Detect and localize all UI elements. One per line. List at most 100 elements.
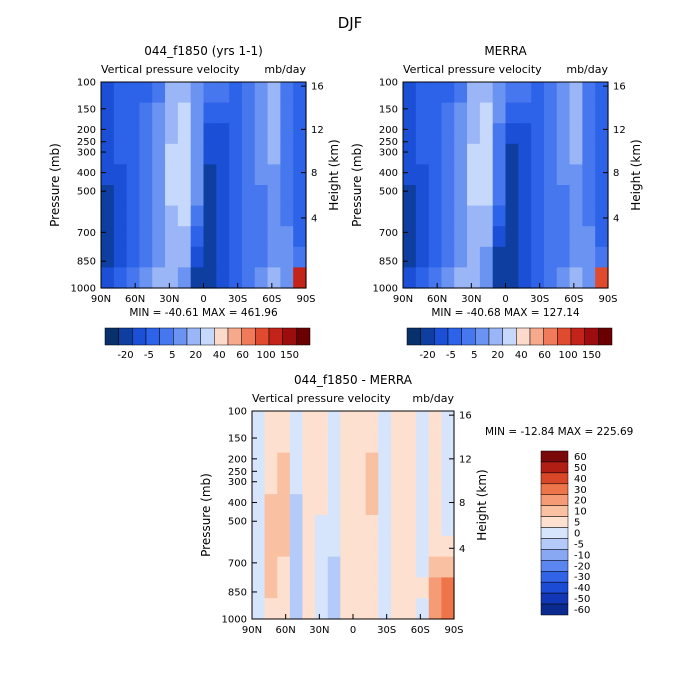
heat-cell <box>177 143 192 165</box>
heat-cell <box>492 123 507 145</box>
heat-cell <box>531 143 545 165</box>
heat-cell <box>441 205 455 227</box>
heat-cell <box>492 143 507 165</box>
heat-cell <box>595 205 609 227</box>
colorbar-swatch <box>488 327 503 346</box>
x-tick-label: 60S <box>262 294 281 305</box>
heat-cell <box>289 577 304 599</box>
heat-cell <box>139 246 153 268</box>
heat-cell <box>126 267 141 289</box>
heat-cell <box>428 431 442 454</box>
heat-cell <box>505 82 519 104</box>
colorbar-swatch <box>540 450 569 463</box>
colorbar-swatch <box>420 327 435 346</box>
y-axis-label: Pressure (mb) <box>199 473 213 557</box>
heat-cell <box>315 411 329 433</box>
heat-cell <box>264 473 278 495</box>
heat-cell <box>293 205 307 227</box>
heat-cell <box>289 431 304 454</box>
x-tick-label: 0 <box>502 294 508 305</box>
heat-cell <box>378 411 392 433</box>
heat-cell <box>139 185 153 207</box>
colorbar-label: 150 <box>280 350 299 361</box>
heat-cell <box>190 246 205 268</box>
heat-cell <box>441 185 455 207</box>
heat-cell <box>441 102 455 124</box>
heat-cell <box>505 102 519 124</box>
colorbar-swatch <box>434 327 449 346</box>
colorbar-label: 100 <box>559 350 578 361</box>
x-tick-label: 30N <box>159 294 179 305</box>
panel-3: 044_f1850 - MERRA Vertical pressure veloc… <box>199 373 633 636</box>
x-tick-label: 90S <box>296 294 315 305</box>
heat-cell <box>556 185 571 207</box>
heat-cell <box>353 452 367 474</box>
heat-cell <box>518 82 532 104</box>
colorbar-label: 50 <box>574 463 587 474</box>
colorbar-swatch <box>540 494 569 506</box>
y-tick-label: 100 <box>77 78 96 89</box>
y-tick-label: 150 <box>379 104 398 115</box>
heat-cell <box>101 123 115 145</box>
heat-cell <box>302 515 316 537</box>
heat-cell <box>353 515 367 537</box>
heat-cell <box>293 226 307 248</box>
panel-subtitle-left: Vertical pressure velocity <box>403 63 542 76</box>
heat-cell <box>302 494 316 516</box>
heat-cell <box>505 123 519 145</box>
heat-cell <box>289 411 304 433</box>
colorbar-label: -5 <box>144 350 154 361</box>
heat-cell <box>390 556 405 578</box>
heat-cell <box>229 185 243 207</box>
heat-cell <box>177 267 192 289</box>
heat-cell <box>252 452 266 474</box>
heat-cell <box>505 185 519 207</box>
colorbar-swatch <box>268 327 283 346</box>
y-tick-label: 400 <box>77 168 96 179</box>
x-tick-label: 30S <box>530 294 549 305</box>
heat-cell <box>165 185 179 207</box>
panel-subtitle-left: Vertical pressure velocity <box>101 63 240 76</box>
heat-cell <box>353 494 367 516</box>
heat-cell <box>595 246 609 268</box>
heat-cell <box>441 577 455 599</box>
heat-cell <box>264 494 278 516</box>
heat-cell <box>302 535 316 558</box>
heat-cell <box>229 246 243 268</box>
heat-cell <box>390 494 405 516</box>
colorbar-swatch <box>173 327 188 346</box>
heat-cell <box>582 143 596 165</box>
heat-cell <box>264 452 278 474</box>
heat-cell <box>254 246 269 268</box>
heat-cell <box>315 494 329 516</box>
heat-cell <box>378 556 392 578</box>
colorbar-label: 60 <box>574 452 587 463</box>
colorbar-label: 40 <box>213 350 226 361</box>
heat-cell <box>152 82 166 104</box>
heat-cell <box>492 267 507 289</box>
colorbar-swatch <box>104 327 119 346</box>
colorbar-label: -5 <box>574 539 584 550</box>
heat-cell <box>556 267 571 289</box>
heat-cell <box>327 473 341 495</box>
heat-cell <box>252 411 266 433</box>
heat-cell <box>378 494 392 516</box>
heat-cell <box>280 226 294 248</box>
heat-cell <box>595 226 609 248</box>
heat-cell <box>101 102 115 124</box>
heat-cell <box>165 226 179 248</box>
colorbar-swatch <box>540 527 569 539</box>
x-tick-label: 30S <box>228 294 247 305</box>
x-tick-label: 60N <box>427 294 447 305</box>
colorbar-label: 60 <box>538 350 551 361</box>
heat-cell <box>378 515 392 537</box>
heat-cell <box>229 82 243 104</box>
heat-cell <box>518 226 532 248</box>
heat-cell <box>415 164 430 186</box>
heat-cell <box>327 598 341 620</box>
colorbar-swatch <box>241 327 256 346</box>
heat-cell <box>416 473 430 495</box>
heat-cell <box>113 205 128 227</box>
heat-cell <box>479 185 494 207</box>
heat-cell <box>543 82 558 104</box>
